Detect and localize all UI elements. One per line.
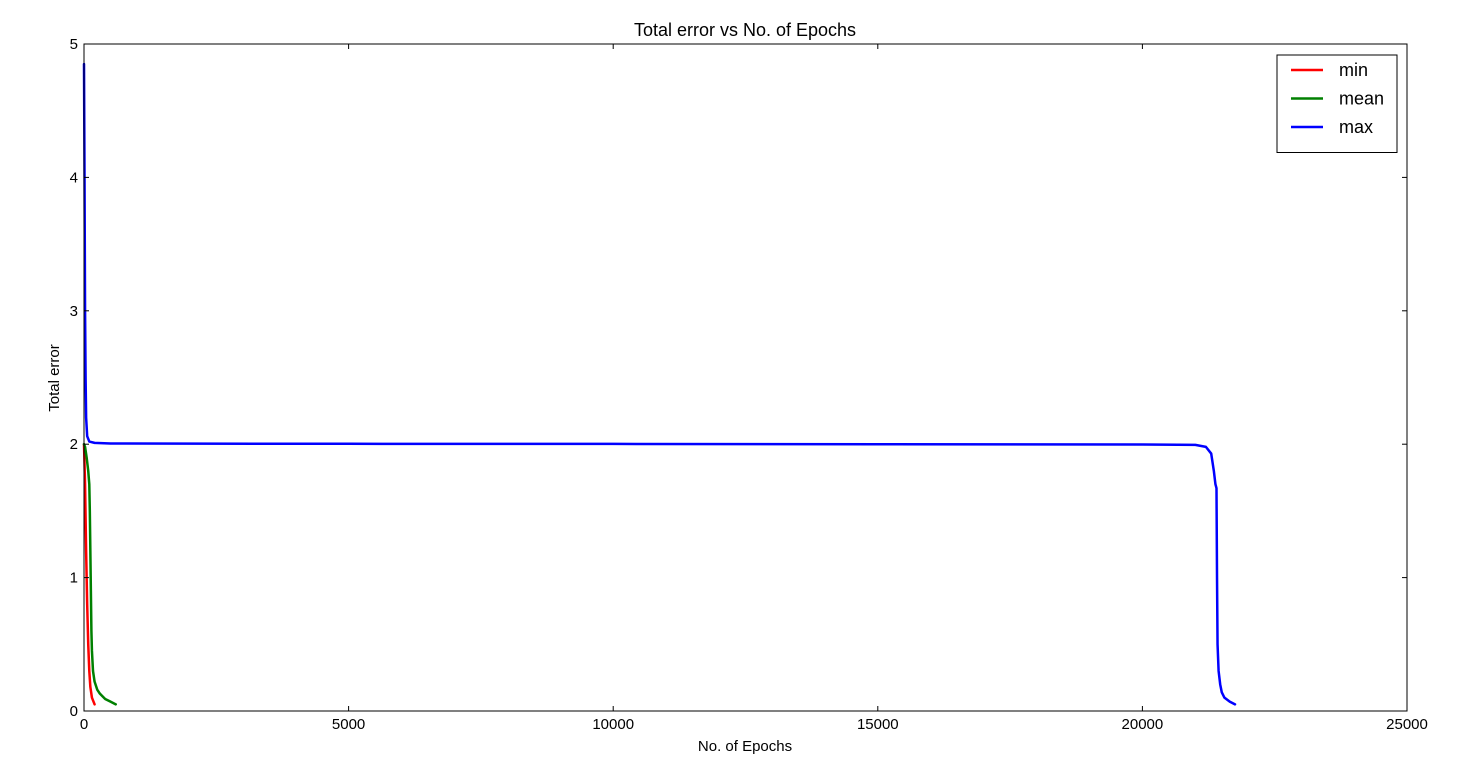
legend-label-max: max <box>1339 117 1373 137</box>
legend-label-min: min <box>1339 60 1368 80</box>
y-tick-label: 4 <box>70 169 78 186</box>
series-line-max <box>82 62 1237 706</box>
series-layer <box>82 62 1237 706</box>
series-line-mean <box>82 442 117 706</box>
y-tick-label: 0 <box>70 703 78 720</box>
x-tick-label: 10000 <box>592 716 634 733</box>
y-tick-label: 5 <box>70 36 78 53</box>
y-axis-label: Total error <box>46 344 63 412</box>
y-tick-label: 1 <box>70 570 78 587</box>
axis-ticks: 0 5000 10000 15000 20000 25000 0 1 2 3 4 5 <box>70 36 1428 733</box>
x-tick-label: 20000 <box>1122 716 1164 733</box>
legend-label-mean: mean <box>1339 89 1384 109</box>
chart-title: Total error vs No. of Epochs <box>634 20 856 40</box>
x-axis-label: No. of Epochs <box>698 738 792 755</box>
y-tick-label: 2 <box>70 436 78 453</box>
legend: min mean max <box>1276 54 1398 153</box>
x-tick-label: 5000 <box>332 716 365 733</box>
series-line-min <box>82 442 96 706</box>
y-tick-label: 3 <box>70 303 78 320</box>
plot-frame <box>83 43 1408 712</box>
x-tick-label: 25000 <box>1386 716 1428 733</box>
x-tick-label: 0 <box>80 716 88 733</box>
x-tick-label: 15000 <box>857 716 899 733</box>
